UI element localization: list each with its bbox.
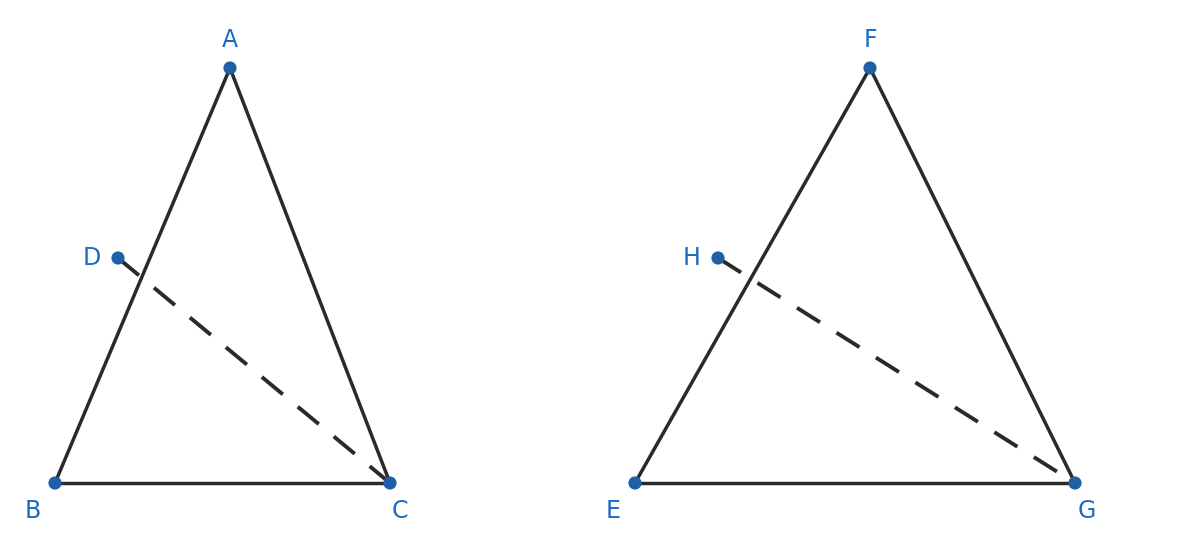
Point xyxy=(46,479,65,487)
Point xyxy=(380,479,400,487)
Text: A: A xyxy=(222,28,238,52)
Point xyxy=(221,63,240,72)
Text: C: C xyxy=(391,499,408,523)
Text: F: F xyxy=(863,28,877,52)
Point xyxy=(708,254,727,263)
Text: B: B xyxy=(25,499,41,523)
Point xyxy=(860,63,880,72)
Point xyxy=(625,479,644,487)
Text: D: D xyxy=(83,246,101,270)
Point xyxy=(1066,479,1085,487)
Text: H: H xyxy=(683,246,701,270)
Text: E: E xyxy=(606,499,620,523)
Point xyxy=(108,254,127,263)
Text: G: G xyxy=(1078,499,1096,523)
